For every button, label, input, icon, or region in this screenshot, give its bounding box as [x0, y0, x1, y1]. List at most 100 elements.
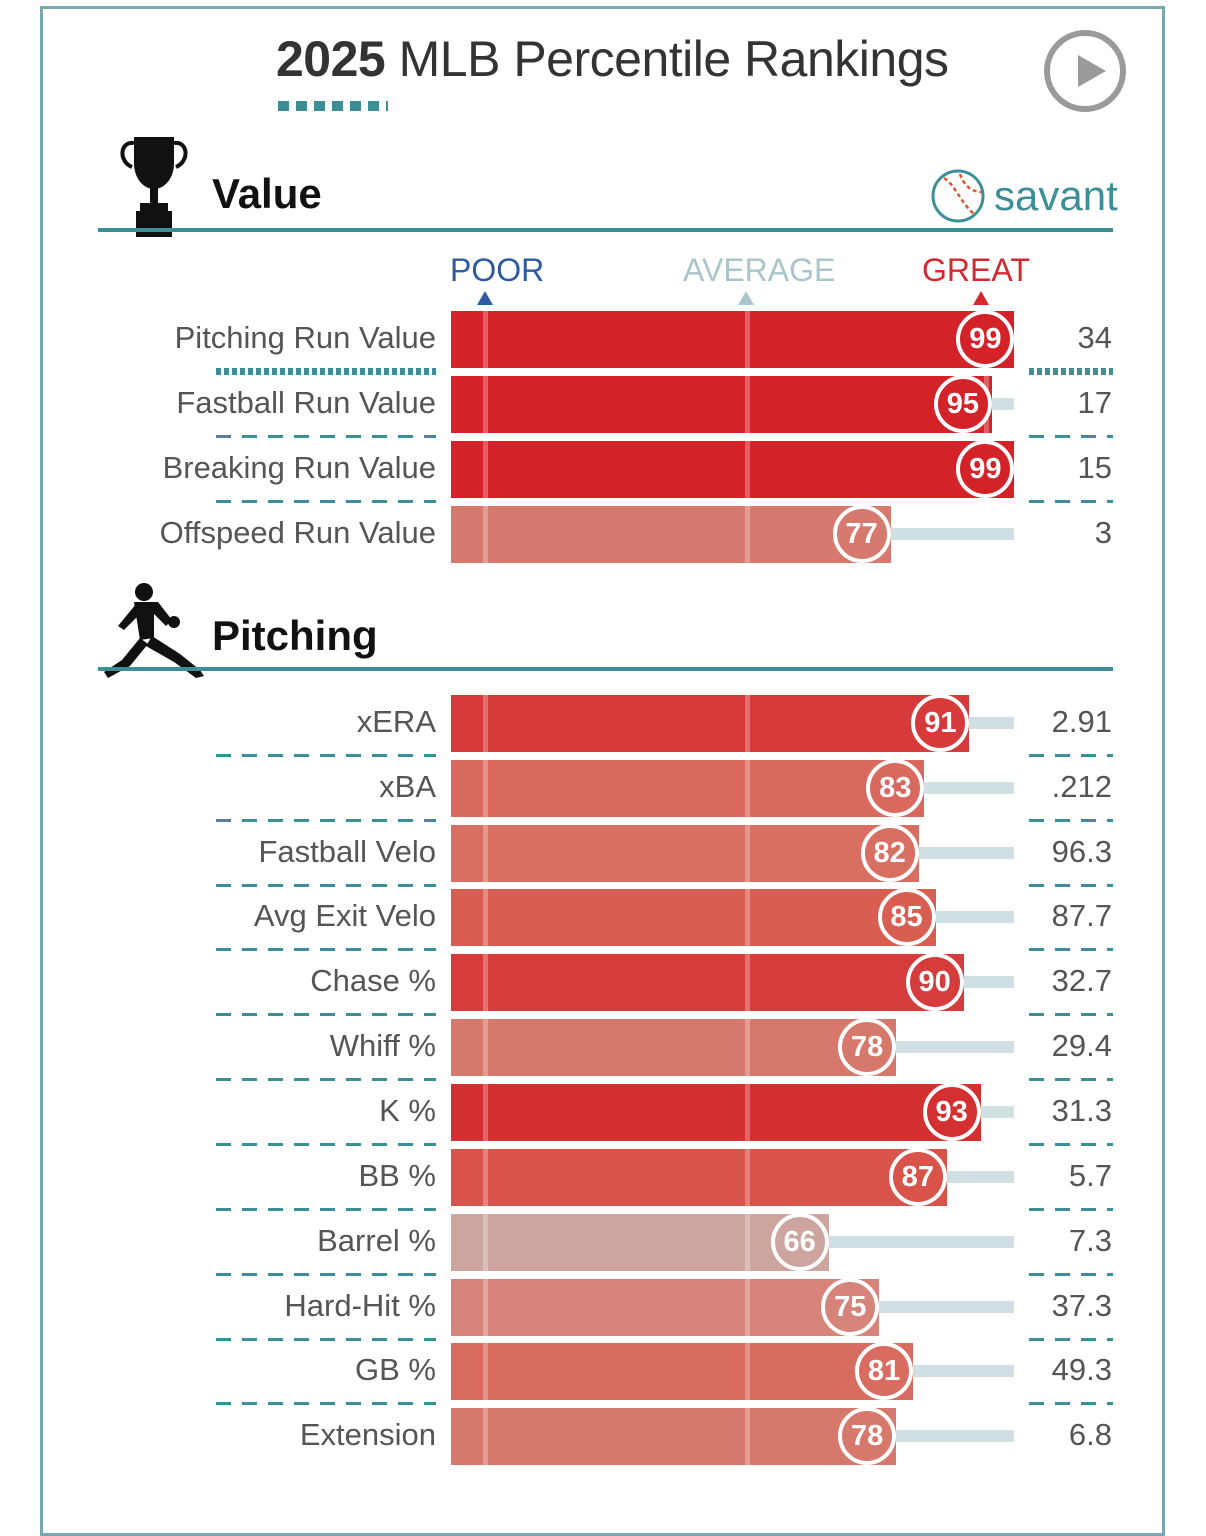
percentile-badge: 90 — [905, 953, 964, 1011]
percentile-bar[interactable] — [451, 441, 1014, 498]
reference-line — [744, 1084, 750, 1141]
percentile-track — [867, 1041, 1014, 1053]
reference-line — [482, 1019, 488, 1076]
percentile-bar[interactable] — [451, 825, 919, 882]
row-value: 2.91 — [1051, 704, 1112, 739]
reference-line — [482, 441, 488, 498]
percentile-bar[interactable] — [451, 376, 992, 433]
percentile-badge: 93 — [922, 1083, 981, 1141]
row-divider — [1029, 1143, 1113, 1146]
row-label: Whiff % — [329, 1028, 436, 1063]
row-label: Breaking Run Value — [162, 450, 436, 485]
percentile-badge: 78 — [838, 1018, 897, 1076]
row-divider — [216, 1273, 436, 1276]
percentile-track — [889, 847, 1014, 859]
reference-line — [482, 1408, 488, 1465]
row-divider — [1029, 1273, 1113, 1276]
row-divider — [216, 819, 436, 822]
percentile-bar[interactable] — [451, 311, 1014, 368]
pitcher-icon — [104, 583, 204, 678]
reference-line — [482, 311, 488, 368]
row-label: Pitching Run Value — [174, 320, 436, 355]
percentile-bar[interactable] — [451, 1149, 947, 1206]
row-value: 49.3 — [1051, 1352, 1112, 1387]
percentile-track — [895, 782, 1014, 794]
reference-line — [482, 1343, 488, 1400]
row-divider-dotted — [216, 368, 436, 375]
percentile-badge: 82 — [860, 824, 919, 882]
row-divider-dotted — [1029, 368, 1113, 375]
section-title-pitching: Pitching — [212, 612, 378, 659]
percentile-bar[interactable] — [451, 889, 936, 946]
percentile-badge: 99 — [956, 310, 1015, 368]
reference-line — [482, 1084, 488, 1141]
row-divider — [1029, 1402, 1113, 1405]
percentile-bar[interactable] — [451, 1019, 897, 1076]
row-label: Barrel % — [317, 1223, 436, 1258]
reference-line — [482, 760, 488, 817]
percentile-badge: 85 — [877, 888, 936, 946]
percentile-track — [884, 1365, 1014, 1377]
percentile-badge: 87 — [888, 1148, 947, 1206]
percentile-badge: 81 — [855, 1342, 914, 1400]
row-divider — [216, 948, 436, 951]
row-divider — [216, 1078, 436, 1081]
reference-line — [744, 1408, 750, 1465]
percentile-bar[interactable] — [451, 1084, 981, 1141]
percentile-bar[interactable] — [451, 1214, 829, 1271]
reference-line — [482, 889, 488, 946]
average-marker — [738, 291, 754, 305]
row-divider — [216, 1143, 436, 1146]
percentile-bar[interactable] — [451, 954, 964, 1011]
row-value: 7.3 — [1068, 1223, 1112, 1258]
row-divider — [216, 500, 436, 503]
reference-line — [744, 1019, 750, 1076]
percentile-bar[interactable] — [451, 695, 970, 752]
percentile-bar[interactable] — [451, 1279, 880, 1336]
row-divider — [216, 1338, 436, 1341]
play-icon[interactable] — [1044, 30, 1126, 112]
savant-brand[interactable]: savant — [930, 166, 1118, 226]
row-label: xERA — [356, 704, 436, 739]
row-divider — [1029, 1078, 1113, 1081]
percentile-track — [850, 1301, 1014, 1313]
row-label: Avg Exit Velo — [253, 898, 436, 933]
row-label: Offspeed Run Value — [159, 515, 436, 550]
percentile-badge: 95 — [933, 375, 992, 433]
row-divider — [1029, 754, 1113, 757]
row-value: 31.3 — [1051, 1093, 1112, 1128]
row-value: 3 — [1094, 515, 1112, 550]
row-label: BB % — [358, 1158, 436, 1193]
row-label: Fastball Run Value — [176, 385, 436, 420]
percentile-badge: 77 — [832, 505, 891, 563]
percentile-bar[interactable] — [451, 1408, 897, 1465]
percentile-badge: 78 — [838, 1407, 897, 1465]
row-divider — [1029, 435, 1113, 438]
trophy-icon — [120, 137, 188, 237]
percentile-bar[interactable] — [451, 760, 925, 817]
row-divider — [1029, 884, 1113, 887]
reference-line — [482, 695, 488, 752]
reference-line — [482, 825, 488, 882]
row-label: Fastball Velo — [258, 834, 437, 869]
row-label: xBA — [379, 769, 436, 804]
row-label: Chase % — [310, 963, 436, 998]
axis-poor-label: POOR — [450, 252, 545, 288]
row-label: K % — [379, 1093, 436, 1128]
row-value: 15 — [1077, 450, 1112, 485]
axis-average-label: AVERAGE — [683, 252, 836, 288]
row-divider — [216, 754, 436, 757]
pitching-section-rule — [98, 667, 1113, 671]
section-title-value: Value — [212, 170, 322, 217]
row-divider — [216, 884, 436, 887]
percentile-bar[interactable] — [451, 1343, 914, 1400]
row-divider — [1029, 1208, 1113, 1211]
row-value: 87.7 — [1051, 898, 1112, 933]
title-underline — [278, 101, 388, 111]
baseball-icon — [931, 169, 985, 223]
percentile-bar[interactable] — [451, 506, 891, 563]
reference-line — [482, 1149, 488, 1206]
reference-line — [482, 954, 488, 1011]
percentile-badge: 75 — [821, 1278, 880, 1336]
reference-line — [744, 441, 750, 498]
